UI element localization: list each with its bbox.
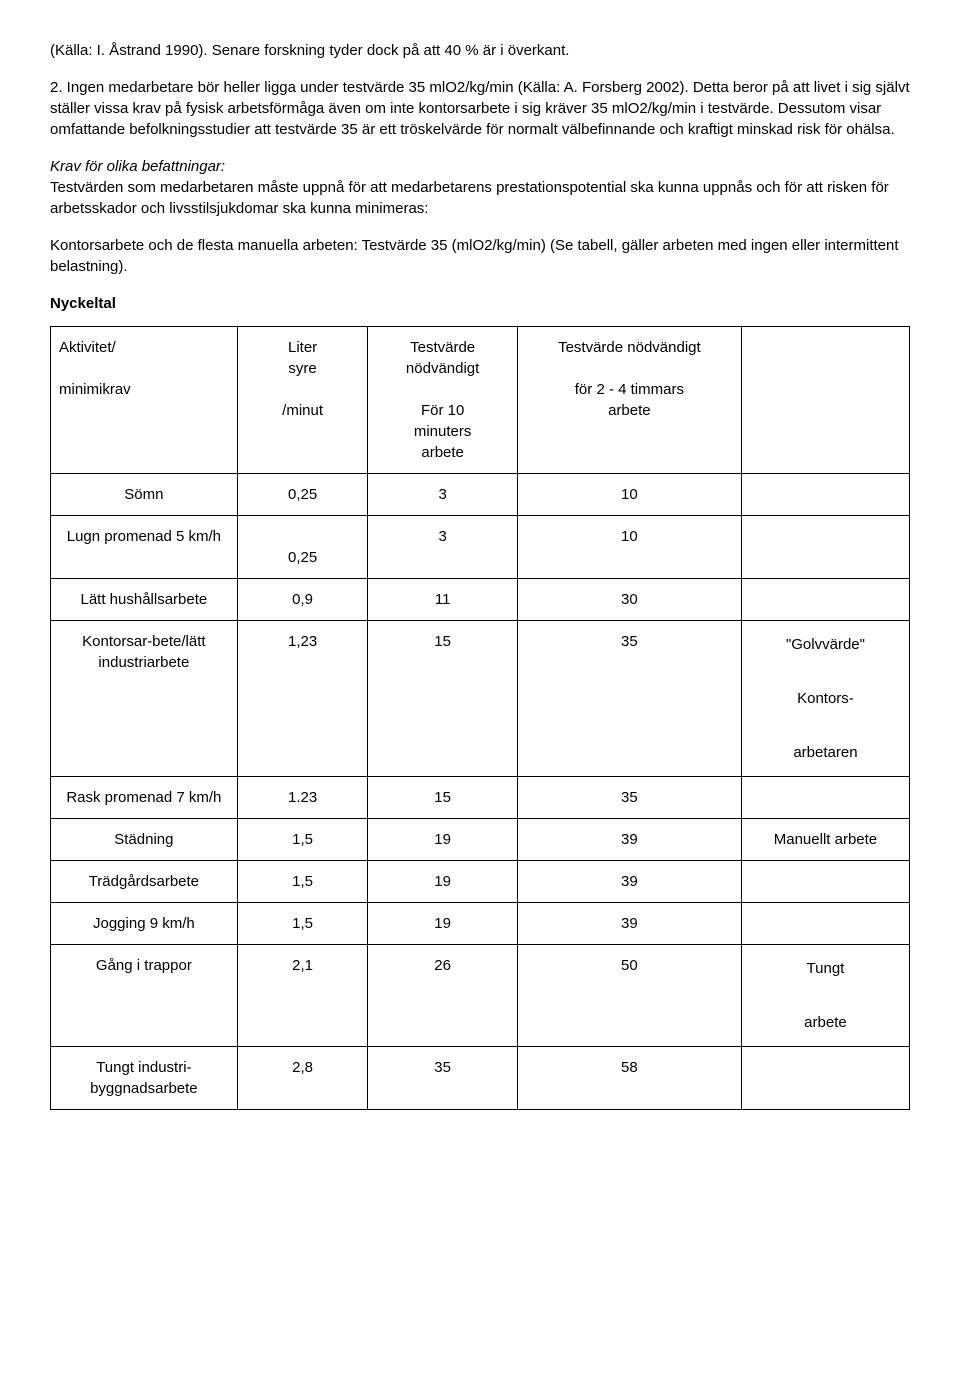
cell-test24: 39: [517, 819, 741, 861]
cell-test24: 50: [517, 945, 741, 1047]
cell-note: [741, 903, 909, 945]
paragraph-1: (Källa: I. Åstrand 1990). Senare forskni…: [50, 40, 910, 61]
nyckeltal-table: Aktivitet/ minimikrav Liter syre /minut …: [50, 326, 910, 1110]
cell-note: [741, 1047, 909, 1110]
note-text: Tungt: [807, 960, 845, 977]
table-row: Lätt hushållsarbete 0,9 11 30: [51, 579, 910, 621]
paragraph-2: 2. Ingen medarbetare bör heller ligga un…: [50, 77, 910, 140]
header-text: /minut: [282, 402, 323, 419]
table-header-row: Aktivitet/ minimikrav Liter syre /minut …: [51, 327, 910, 474]
cell-liter: 0,25: [237, 516, 368, 579]
cell-activity: Städning: [51, 819, 238, 861]
cell-note: [741, 777, 909, 819]
cell-note: [741, 516, 909, 579]
header-test24: Testvärde nödvändigt för 2 - 4 timmars a…: [517, 327, 741, 474]
header-text: För 10: [421, 402, 464, 419]
cell-test24: 35: [517, 621, 741, 777]
cell-test10: 19: [368, 903, 517, 945]
cell-test10: 26: [368, 945, 517, 1047]
cell-note: "Golvvärde" Kontors- arbetaren: [741, 621, 909, 777]
cell-activity: Rask promenad 7 km/h: [51, 777, 238, 819]
cell-test10: 19: [368, 819, 517, 861]
table-row: Sömn 0,25 3 10: [51, 474, 910, 516]
cell-test10: 15: [368, 621, 517, 777]
cell-activity: Kontorsar-bete/lätt industriarbete: [51, 621, 238, 777]
cell-activity: Gång i trappor: [51, 945, 238, 1047]
paragraph-3: Krav för olika befattningar: Testvärden …: [50, 156, 910, 219]
table-row: Lugn promenad 5 km/h 0,25 3 10: [51, 516, 910, 579]
table-row: Kontorsar-bete/lätt industriarbete 1,23 …: [51, 621, 910, 777]
cell-note: [741, 861, 909, 903]
note-text: arbete: [804, 1014, 847, 1031]
cell-test10: 11: [368, 579, 517, 621]
table-row: Trädgårdsarbete 1,5 19 39: [51, 861, 910, 903]
table-row: Gång i trappor 2,1 26 50 Tungt arbete: [51, 945, 910, 1047]
cell-test10: 19: [368, 861, 517, 903]
header-text: nödvändigt: [406, 360, 479, 377]
heading-nyckeltal: Nyckeltal: [50, 293, 910, 314]
cell-test10: 15: [368, 777, 517, 819]
header-text: Testvärde: [410, 339, 475, 356]
cell-test24: 35: [517, 777, 741, 819]
cell-activity: Jogging 9 km/h: [51, 903, 238, 945]
cell-test24: 10: [517, 474, 741, 516]
cell-test24: 30: [517, 579, 741, 621]
table-row: Tungt industri-byggnadsarbete 2,8 35 58: [51, 1047, 910, 1110]
cell-test10: 3: [368, 516, 517, 579]
header-liter: Liter syre /minut: [237, 327, 368, 474]
header-text: minimikrav: [59, 381, 131, 398]
cell-activity: Lugn promenad 5 km/h: [51, 516, 238, 579]
header-text: Aktivitet/: [59, 339, 116, 356]
table-row: Städning 1,5 19 39 Manuellt arbete: [51, 819, 910, 861]
note-text: Kontors-: [797, 690, 854, 707]
cell-activity: Trädgårdsarbete: [51, 861, 238, 903]
cell-note: [741, 579, 909, 621]
cell-value: 0,25: [288, 549, 317, 566]
cell-note: Tungt arbete: [741, 945, 909, 1047]
cell-test24: 39: [517, 903, 741, 945]
cell-liter: 1,23: [237, 621, 368, 777]
header-activity: Aktivitet/ minimikrav: [51, 327, 238, 474]
cell-liter: 1,5: [237, 903, 368, 945]
header-text: Liter: [288, 339, 317, 356]
cell-test24: 10: [517, 516, 741, 579]
note-text: arbetaren: [793, 744, 857, 761]
cell-note: Manuellt arbete: [741, 819, 909, 861]
cell-liter: 1,5: [237, 819, 368, 861]
cell-activity: Lätt hushållsarbete: [51, 579, 238, 621]
cell-liter: 0,25: [237, 474, 368, 516]
header-text: arbete: [608, 402, 651, 419]
header-text: syre: [288, 360, 316, 377]
note-text: "Golvvärde": [786, 636, 865, 653]
cell-liter: 2,8: [237, 1047, 368, 1110]
cell-liter: 0,9: [237, 579, 368, 621]
table-row: Jogging 9 km/h 1,5 19 39: [51, 903, 910, 945]
cell-liter: 2,1: [237, 945, 368, 1047]
paragraph-4: Kontorsarbete och de flesta manuella arb…: [50, 235, 910, 277]
cell-note: [741, 474, 909, 516]
header-note: [741, 327, 909, 474]
paragraph-3-rest: Testvärden som medarbetaren måste uppnå …: [50, 179, 889, 217]
cell-test10: 35: [368, 1047, 517, 1110]
cell-test10: 3: [368, 474, 517, 516]
header-text: Testvärde nödvändigt: [558, 339, 701, 356]
paragraph-3-italic: Krav för olika befattningar:: [50, 158, 225, 175]
cell-test24: 39: [517, 861, 741, 903]
cell-test24: 58: [517, 1047, 741, 1110]
cell-liter: 1.23: [237, 777, 368, 819]
header-text: minuters: [414, 423, 472, 440]
table-row: Rask promenad 7 km/h 1.23 15 35: [51, 777, 910, 819]
header-text: arbete: [421, 444, 464, 461]
header-test10: Testvärde nödvändigt För 10 minuters arb…: [368, 327, 517, 474]
cell-activity: Sömn: [51, 474, 238, 516]
cell-liter: 1,5: [237, 861, 368, 903]
cell-activity: Tungt industri-byggnadsarbete: [51, 1047, 238, 1110]
header-text: för 2 - 4 timmars: [575, 381, 684, 398]
